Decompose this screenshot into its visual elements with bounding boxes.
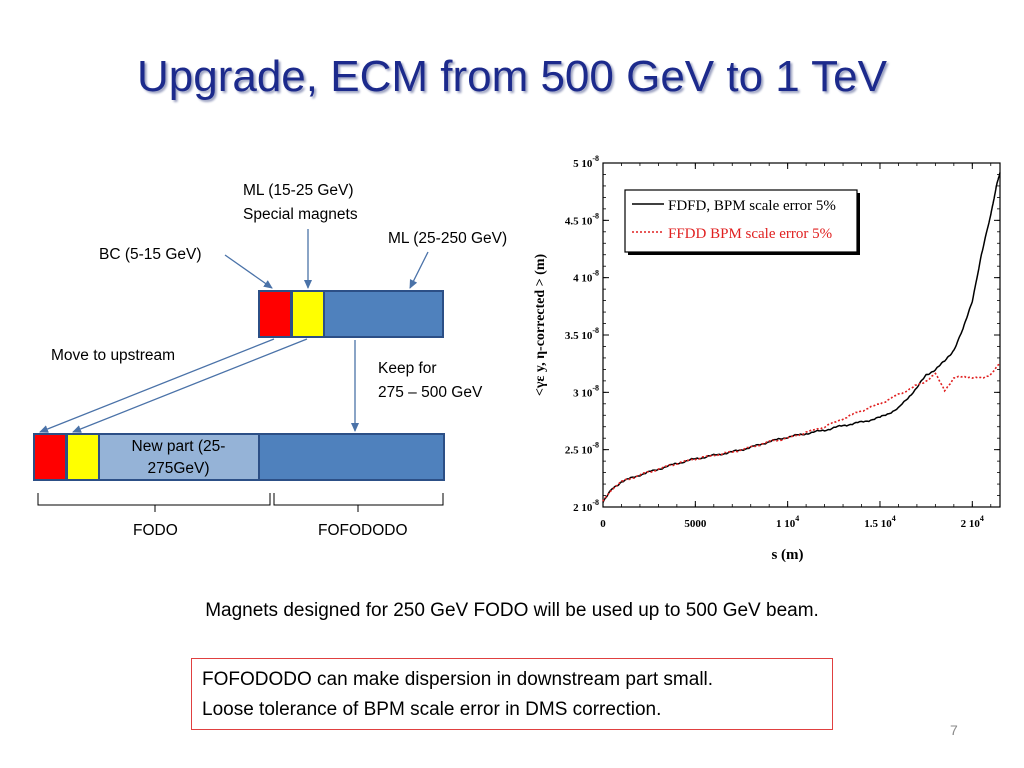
y-tick-label: 5 10-8 bbox=[573, 155, 599, 170]
arrow-ml bbox=[409, 251, 429, 289]
special-block-bottom bbox=[66, 433, 100, 481]
caption: Magnets designed for 250 GeV FODO will b… bbox=[205, 600, 819, 621]
ml-special-label-1: ML (15-25 GeV) bbox=[243, 182, 354, 199]
y-tick-label: 4 10-8 bbox=[573, 269, 599, 285]
fofododo-brace bbox=[273, 493, 444, 506]
keep-label-2: 275 – 500 GeV bbox=[378, 384, 483, 401]
emittance-chart: 2 10-8 2.5 10-8 3 10-8 3.5 10-8 4 10-8 4.5 10… bbox=[520, 155, 1020, 575]
page-number: 7 bbox=[950, 722, 958, 738]
ml-main-label: ML (25-250 GeV) bbox=[388, 230, 508, 247]
chart-svg: 2 10-8 2.5 10-8 3 10-8 3.5 10-8 4 10-8 4.5 10… bbox=[533, 155, 1001, 563]
arrow-bc bbox=[224, 254, 273, 289]
arrow-move-special bbox=[72, 338, 308, 433]
x-tick-label: 1.5 104 bbox=[864, 514, 896, 530]
bc-label: BC (5-15 GeV) bbox=[99, 246, 202, 263]
fodo-brace bbox=[37, 493, 271, 506]
y-tick-label: 3 10-8 bbox=[573, 383, 599, 399]
legend-label-1: FDFD, BPM scale error 5% bbox=[668, 198, 836, 214]
x-tick-label: 1 104 bbox=[776, 514, 799, 530]
y-tick-label: 2 10-8 bbox=[573, 498, 599, 514]
move-upstream-label: Move to upstream bbox=[51, 347, 176, 364]
fofododo-label: FOFODODO bbox=[318, 522, 408, 539]
new-part-label-2: 275GeV) bbox=[147, 460, 210, 477]
arrow-move-bc bbox=[39, 338, 275, 433]
y-axis-label: <γε y, η-corrected > (m) bbox=[533, 254, 548, 397]
legend-shadow-bottom bbox=[628, 252, 860, 255]
special-block-top bbox=[291, 290, 325, 338]
series-line-2 bbox=[602, 362, 1001, 502]
note-box: FOFODODO can make dispersion in downstre… bbox=[191, 658, 833, 730]
x-tick-label: 2 104 bbox=[961, 514, 984, 530]
y-tick-label: 3.5 10-8 bbox=[565, 326, 599, 342]
new-part-label-1: New part (25- bbox=[131, 438, 226, 455]
ml-special-label-2: Special magnets bbox=[243, 206, 358, 223]
y-tick-label: 2.5 10-8 bbox=[565, 441, 599, 457]
fodo-label: FODO bbox=[133, 522, 178, 539]
note-line-2: Loose tolerance of BPM scale error in DM… bbox=[202, 699, 662, 720]
legend-label-2: FFDD BPM scale error 5% bbox=[668, 226, 832, 242]
y-tick-label: 4.5 10-8 bbox=[565, 211, 599, 227]
x-tick-label: 0 bbox=[600, 518, 606, 530]
note-line-1: FOFODODO can make dispersion in downstre… bbox=[202, 669, 714, 690]
bc-block-top bbox=[258, 290, 292, 338]
new-part-block: New part (25- 275GeV) bbox=[97, 433, 260, 481]
x-tick-label: 5000 bbox=[684, 518, 707, 530]
slide-title: Upgrade, ECM from 500 GeV to 1 TeV bbox=[137, 52, 887, 101]
keep-label-1: Keep for bbox=[378, 360, 437, 377]
legend-shadow-right bbox=[857, 193, 860, 255]
x-axis-label: s (m) bbox=[771, 547, 803, 563]
section-braces bbox=[37, 493, 444, 512]
